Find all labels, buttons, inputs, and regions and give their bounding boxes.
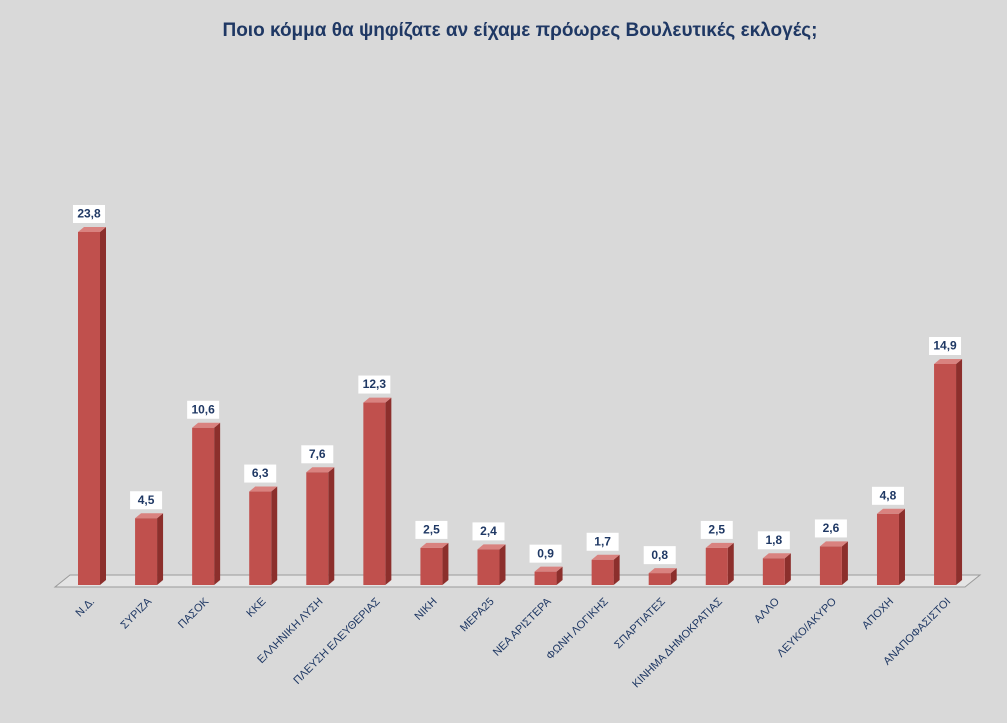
- bar-top: [876, 508, 905, 514]
- bar: [534, 571, 557, 585]
- value-label-box: [586, 532, 619, 551]
- bar-side: [898, 508, 905, 585]
- x-tick-label: ΣΥΡΙΖΑ: [118, 595, 154, 631]
- value-label-box: [187, 400, 220, 419]
- x-tick-label: Ν.Δ.: [74, 596, 98, 620]
- x-tick-label: ΑΛΛΟ: [752, 595, 782, 625]
- value-label: 12,3: [363, 377, 387, 391]
- bar: [648, 573, 671, 585]
- bar-top: [648, 568, 677, 574]
- bar: [934, 364, 957, 585]
- bar: [420, 547, 443, 585]
- bar: [192, 427, 215, 585]
- bar-side: [670, 568, 677, 585]
- value-label: 4,5: [138, 493, 155, 507]
- value-label-box: [529, 544, 562, 563]
- bar-top: [477, 544, 506, 550]
- bar-top: [934, 359, 963, 365]
- value-label: 2,5: [708, 523, 725, 537]
- x-tick-label: ΠΑΣΟΚ: [176, 595, 212, 631]
- value-label-box: [73, 205, 105, 223]
- bar-top: [762, 553, 791, 559]
- bar-top: [363, 397, 392, 403]
- value-label: 23,8: [77, 207, 101, 221]
- bar: [78, 232, 100, 585]
- value-label-box: [244, 464, 277, 483]
- value-label: 6,3: [252, 466, 269, 480]
- value-label: 2,5: [423, 523, 440, 537]
- x-tick-label: ΝΕΑ ΑΡΙΣΤΕΡΑ: [491, 595, 554, 658]
- x-tick-label: ΜΕΡΑ25: [458, 596, 497, 635]
- value-label-box: [301, 445, 334, 464]
- value-label: 2,4: [480, 524, 497, 538]
- value-label-box: [130, 491, 163, 510]
- bar-side: [499, 544, 506, 585]
- value-label-box: [871, 486, 904, 505]
- value-label-box: [814, 519, 847, 538]
- value-label: 14,9: [933, 339, 957, 353]
- bar: [705, 547, 728, 585]
- bar-side: [784, 553, 791, 585]
- bar-side: [271, 486, 278, 585]
- x-tick-label: ΚΚΕ: [244, 596, 268, 620]
- x-tick-label: ΣΠΑΡΤΙΑΤΕΣ: [612, 596, 668, 652]
- value-label-box: [358, 375, 391, 394]
- value-label-box: [643, 546, 676, 565]
- bar: [306, 472, 329, 585]
- bar-top: [306, 467, 335, 473]
- bar-top: [78, 227, 106, 232]
- bar: [762, 558, 785, 585]
- bar-top: [591, 554, 620, 560]
- bar: [819, 546, 842, 585]
- value-label: 1,7: [594, 534, 611, 548]
- chart-title: Ποιο κόμμα θα ψηφίζατε αν είχαμε πρόωρες…: [222, 20, 817, 41]
- x-tick-label: ΑΠΟΧΗ: [860, 596, 896, 632]
- x-tick-label: ΦΩΝΗ ΛΟΓΙΚΗΣ: [544, 596, 611, 663]
- bar-side: [841, 541, 848, 585]
- bar: [363, 402, 386, 585]
- bar-side: [100, 227, 106, 585]
- bar-top: [534, 566, 563, 572]
- bar: [135, 518, 158, 585]
- bar-side: [556, 566, 563, 585]
- bar: [876, 513, 899, 585]
- value-label-box: [757, 531, 790, 550]
- value-label-box: [472, 522, 505, 541]
- bar-top: [192, 422, 221, 428]
- x-tick-label: ΝΙΚΗ: [413, 596, 440, 623]
- value-label: 4,8: [880, 488, 897, 502]
- bar-top: [249, 486, 278, 492]
- value-label-box: [700, 520, 733, 539]
- floor: [53, 574, 982, 588]
- x-tick-label: ΛΕΥΚΟ/ΑΚΥΡΟ: [775, 595, 839, 659]
- value-label: 0,8: [651, 548, 668, 562]
- value-label: 1,8: [765, 533, 782, 547]
- value-label: 2,6: [823, 521, 840, 535]
- bar-side: [214, 422, 221, 585]
- bar: [477, 549, 500, 585]
- bar-side: [613, 554, 620, 585]
- bar-side: [956, 359, 963, 585]
- bar-side: [157, 513, 164, 585]
- bar: [591, 559, 614, 585]
- bar-top: [420, 542, 449, 548]
- bar-top: [819, 541, 848, 547]
- value-label-box: [929, 337, 962, 356]
- value-label: 10,6: [191, 402, 215, 416]
- bar-side: [727, 542, 734, 585]
- bar-top: [705, 542, 734, 548]
- bar: [249, 491, 272, 585]
- bar-side: [328, 467, 335, 585]
- bar-side: [442, 542, 449, 585]
- value-label: 7,6: [309, 447, 326, 461]
- bar-side: [385, 397, 392, 585]
- bar-top: [135, 513, 164, 519]
- value-label: 0,9: [537, 546, 554, 560]
- value-label-box: [415, 520, 448, 539]
